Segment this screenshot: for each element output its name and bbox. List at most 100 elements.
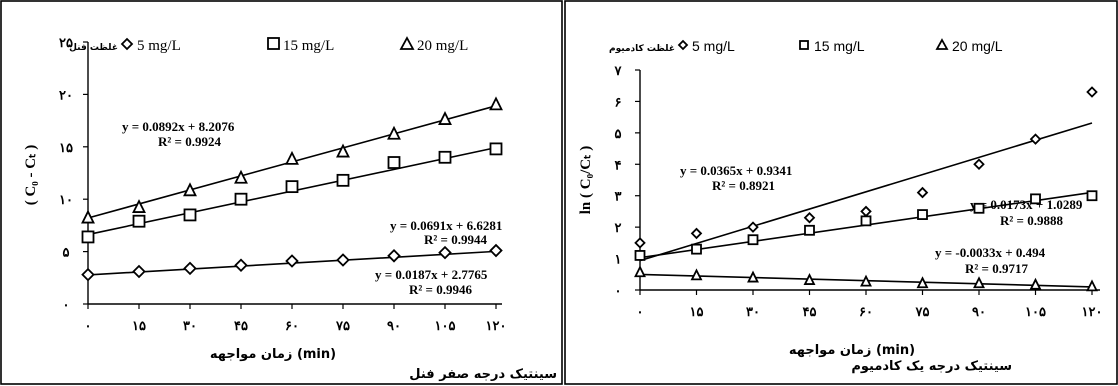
square-icon [799,40,809,50]
cadmium-y-tick-label: ۰ [615,284,622,299]
phenol-legend-20: 20 mg/L [417,38,468,54]
phenol-point-diamond [285,254,299,268]
phenol-point-square [234,192,248,206]
cadmium-r2-5: R² = 0.8921 [712,178,775,193]
phenol-y-tick-label: ۱۵ [59,141,73,156]
cadmium-y-tick-label: ۷ [614,64,623,79]
phenol-legend-title: غلظت فنل [69,43,118,53]
cadmium-eq-15: y = 0.0173x + 1.0289 [970,197,1083,212]
phenol-legend: 5 mg/L 15 mg/L 20 mg/L [120,36,468,54]
phenol-point-square [387,156,401,169]
cadmium-x-tick-label: ۱۲۰ [1082,305,1103,320]
phenol-y-tick-label: ۱۰ [59,193,73,208]
phenol-y-tick-label: ۵ [63,246,70,261]
phenol-point-triangle [285,150,299,165]
phenol-x-tick-label: ۱۰۵ [435,319,456,334]
cadmium-y-tick-label: ۱ [615,253,622,268]
phenol-point-triangle [336,143,350,158]
cadmium-y-label: ln ( C₀/Cₜ ) [578,146,594,215]
diamond-icon [677,39,689,51]
phenol-point-diamond [489,243,503,258]
phenol-point-triangle [387,125,401,140]
cadmium-point-triangle [803,273,816,285]
cadmium-point-diamond [1086,86,1098,98]
phenol-x-tick-label: ۴۵ [234,319,248,334]
cadmium-legend: 5 mg/L 15 mg/L 20 mg/L [677,38,1003,54]
cadmium-chart-frame [564,0,1118,385]
phenol-zero-order-chart: غلظت فنل 5 mg/L 15 mg/L 20 mg/L ( C₀ - C… [23,36,557,382]
cadmium-x-label: زمان مواجهه (min) [789,343,915,358]
diamond-icon [120,37,134,51]
cadmium-x-tick-label: ۷۵ [915,305,930,320]
cadmium-point-square [917,209,928,220]
triangle-icon [935,38,949,50]
cadmium-point-square [634,250,646,261]
phenol-y-tick-label: ۰ [63,298,70,313]
phenol-point-diamond [336,253,350,267]
phenol-point-triangle [234,169,248,184]
phenol-x-tick-label: ۱۵ [132,319,146,334]
phenol-point-diamond [132,264,146,279]
phenol-y-tick-label: ۲۰ [59,88,73,103]
phenol-point-square [438,150,452,164]
cadmium-point-square [804,224,815,236]
phenol-x-tick-label: ۹۰ [387,319,401,334]
cadmium-point-diamond [916,186,929,199]
phenol-point-triangle [438,111,452,125]
cadmium-y-tick-label: ۶ [615,95,622,110]
phenol-y-tick-label: ۲۵ [59,36,73,51]
phenol-point-triangle [81,209,95,224]
phenol-x-tick-label: ۷۵ [335,319,350,334]
phenol-r2-5: R² = 0.9946 [409,282,472,297]
cadmium-point-triangle [916,276,929,289]
cadmium-point-triangle [860,274,872,287]
cadmium-legend-title: غلظت کادمیوم [609,44,675,54]
phenol-point-diamond [183,261,197,276]
cadmium-point-square [973,202,985,214]
cadmium-r2-15: R² = 0.9888 [1000,213,1063,228]
cadmium-point-triangle [690,268,703,281]
cadmium-point-triangle [747,270,759,283]
cadmium-point-square [860,215,872,227]
cadmium-x-tick-label: ۱۵ [690,305,704,320]
cadmium-point-square [1086,190,1098,202]
phenol-x-tick-label: ۳۰ [183,319,197,334]
cadmium-x-tick-label: ۰ [637,305,644,320]
phenol-r2-15: R² = 0.9944 [424,232,487,247]
cadmium-x-tick-label: ۴۵ [803,305,817,320]
phenol-r2-20: R² = 0.9924 [158,134,221,149]
phenol-legend-5: 5 mg/L [137,38,181,54]
cadmium-point-triangle [1029,277,1042,290]
phenol-chart-title: سینتیک درجه صفر فنل [409,367,557,382]
cadmium-eq-20: y = -0.0033x + 0.494 [935,245,1046,260]
phenol-eq-15: y = 0.0691x + 6.6281 [390,218,502,233]
cadmium-point-square [1030,193,1041,205]
phenol-point-diamond [234,258,248,272]
cadmium-x-tick-label: ۳۰ [746,305,760,320]
phenol-x-tick-label: ۱۲۰ [486,319,507,334]
cadmium-point-diamond [634,237,646,249]
cadmium-x-tick-label: ۱۰۵ [1025,305,1046,320]
cadmium-trendline-5-mg-L [639,122,1093,262]
phenol-point-diamond [387,249,401,263]
triangle-icon [399,36,415,50]
cadmium-legend-20: 20 mg/L [952,38,1003,54]
phenol-legend-15: 15 mg/L [283,38,334,54]
cadmium-legend-15: 15 mg/L [814,38,865,54]
cadmium-point-diamond [690,227,703,240]
cadmium-y-tick-label: ۲ [615,221,622,236]
cadmium-point-diamond [1029,133,1042,145]
cadmium-point-triangle [634,265,646,278]
cadmium-point-square [691,243,702,255]
cadmium-y-tick-label: ۵ [615,127,622,142]
phenol-y-label: ( C₀ - Cₜ ) [23,145,39,206]
phenol-point-triangle [489,96,503,111]
cadmium-point-diamond [803,211,816,224]
phenol-point-square [489,142,503,156]
cadmium-eq-5: y = 0.0365x + 0.9341 [680,163,792,178]
cadmium-point-diamond [747,221,759,233]
phenol-x-label: زمان مواجهه (min) [210,347,336,362]
phenol-chart-frame [0,0,563,385]
square-icon [267,37,280,50]
